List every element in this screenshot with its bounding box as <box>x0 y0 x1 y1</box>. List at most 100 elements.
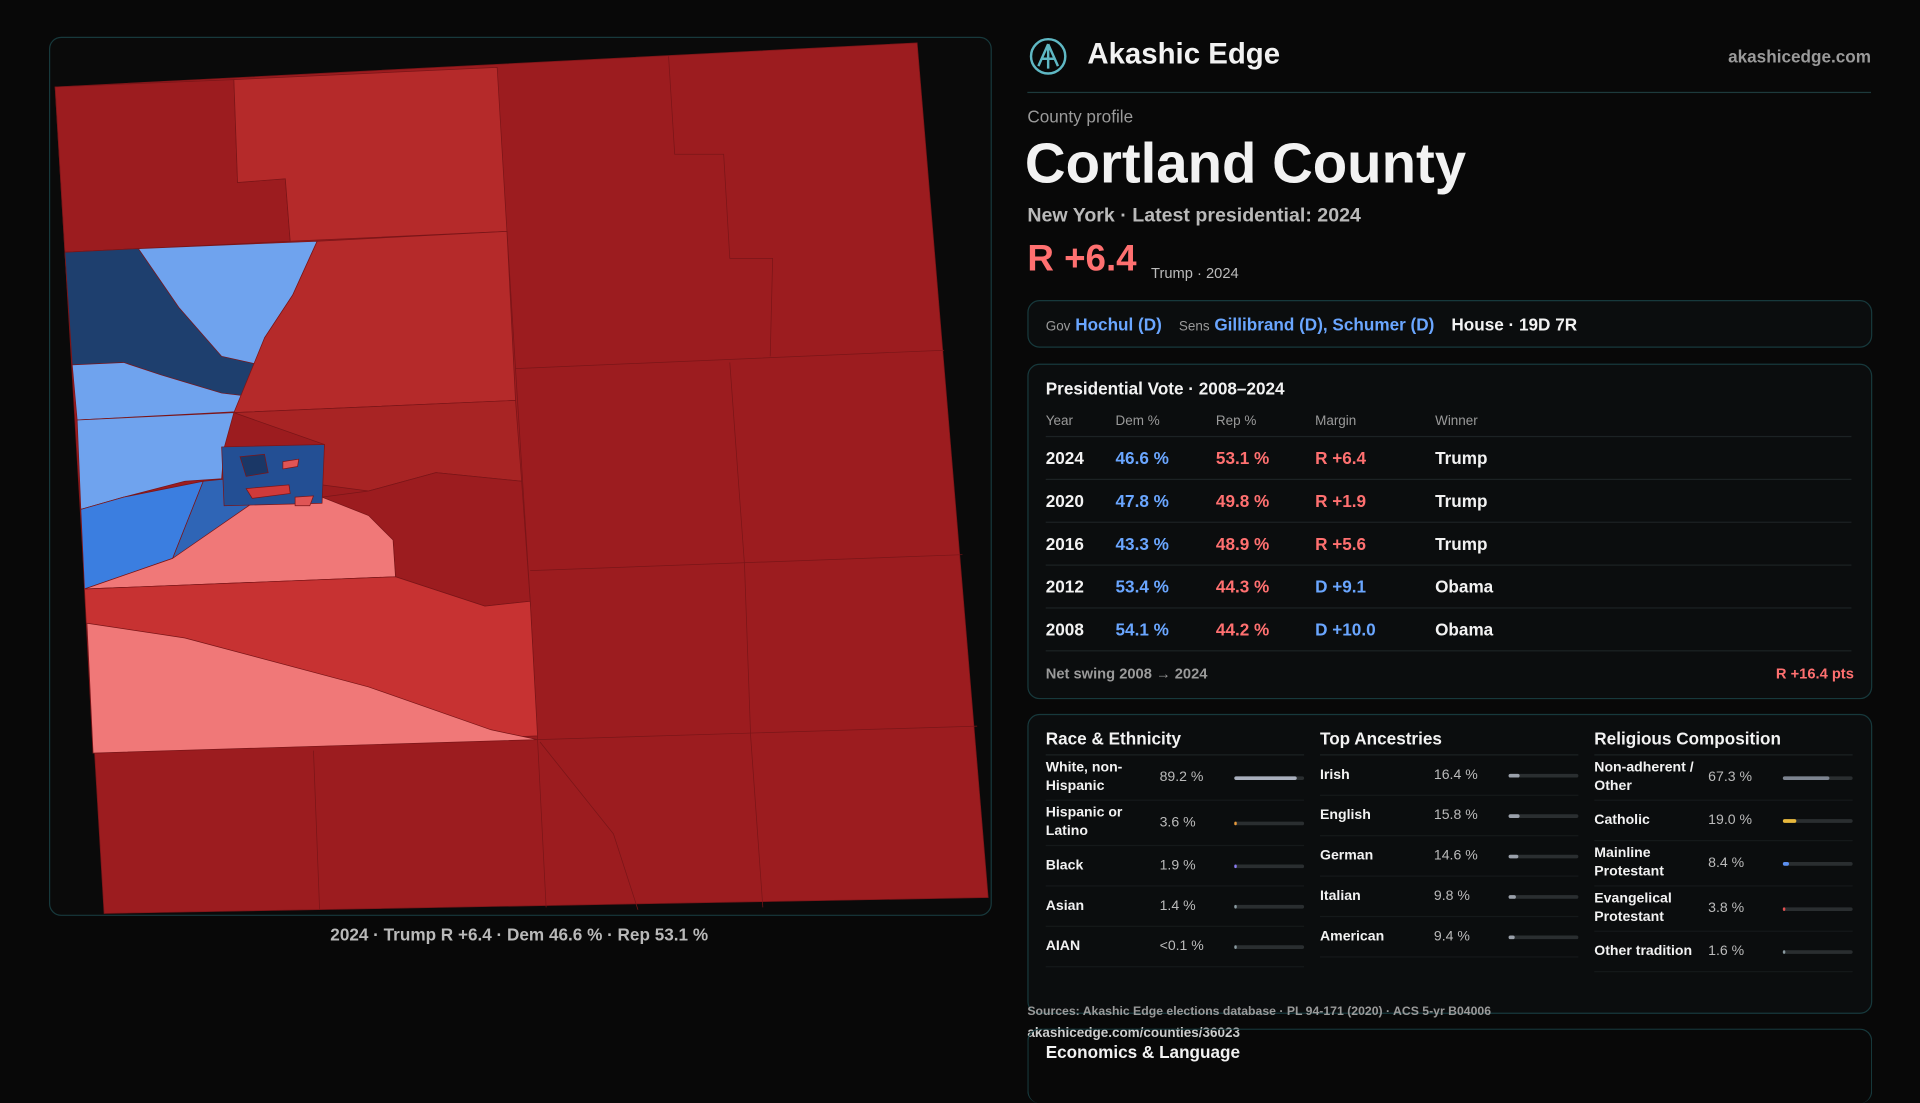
row-value: 1.9 % <box>1159 858 1196 874</box>
map-caption: 2024 · Trump R +6.4 · Dem 46.6 % · Rep 5… <box>330 924 709 945</box>
column-header: Dem % <box>1115 413 1160 429</box>
brand: Akashic Edge <box>1087 37 1281 72</box>
row-value: 9.4 % <box>1433 929 1470 945</box>
row-value: 1.6 % <box>1708 944 1745 959</box>
demographic-row: German 14.6 % <box>1320 836 1579 877</box>
demographic-column: Religious Composition Non-adherent / Othe… <box>1594 725 1853 973</box>
row-name: White, non-Hispanic <box>1045 760 1123 794</box>
demographic-row: Catholic 19.0 % <box>1594 801 1853 842</box>
demographic-column: Race & Ethnicity White, non-Hispanic 89.2 … <box>1045 725 1305 968</box>
bar <box>1782 949 1786 954</box>
site-link[interactable]: akashicedge.com <box>1728 46 1872 67</box>
bar-track <box>1782 949 1853 954</box>
row-name: English <box>1320 807 1371 823</box>
screen: 2024 · Trump R +6.4 · Dem 46.6 % · Rep 5… <box>48 36 1873 1103</box>
column-header: Year <box>1045 413 1073 429</box>
bar <box>1234 904 1237 908</box>
subtitle: New York · Latest presidential: 2024 <box>1027 205 1361 227</box>
table-cell: 53.1 % <box>1215 448 1270 468</box>
column-header: Margin <box>1315 413 1357 429</box>
table-row: 2024 46.6 % 53.1 % R +6.4 Trump <box>1045 437 1852 481</box>
demographic-row: White, non-Hispanic 89.2 % <box>1045 756 1305 801</box>
demographics-card <box>1027 713 1873 1014</box>
presidential-card: Presidential Vote · 2008–2024 Net swing … <box>1027 363 1873 700</box>
officials: Gov Hochul (D) Sens Gillibrand (D), Schu… <box>1027 300 1873 348</box>
boundary <box>530 554 963 571</box>
bar-track <box>1782 775 1853 780</box>
row-name: Irish <box>1320 767 1350 782</box>
demographic-row: AIAN <0.1 % <box>1045 927 1305 968</box>
county-name: Cortland County <box>1024 131 1467 195</box>
table-cell: R +1.9 <box>1315 491 1367 511</box>
gov-label: Gov <box>1045 319 1071 335</box>
demographic-row: Mainline Protestant 8.4 % <box>1594 841 1853 887</box>
demographic-row: Italian 9.8 % <box>1320 877 1579 918</box>
row-name: AIAN <box>1045 938 1081 954</box>
governor[interactable]: Hochul (D) <box>1075 314 1162 335</box>
boundary <box>537 725 978 740</box>
row-name: Hispanic or Latino <box>1045 805 1123 839</box>
city-ward <box>294 495 315 507</box>
row-value: 3.8 % <box>1708 901 1745 916</box>
row-value: 89.2 % <box>1159 770 1204 785</box>
table-cell: 49.8 % <box>1215 491 1270 511</box>
column-header: Rep % <box>1215 413 1257 429</box>
column-title: Race & Ethnicity <box>1045 725 1305 756</box>
demographic-row: Non-adherent / Other 67.3 % <box>1594 756 1853 801</box>
row-value: 1.4 % <box>1159 898 1196 914</box>
margin-note: Trump · 2024 <box>1151 264 1239 282</box>
table-cell: Trump <box>1435 533 1488 554</box>
bar <box>1508 773 1521 777</box>
table-cell: 2024 <box>1045 448 1084 468</box>
kicker: County profile <box>1027 106 1134 127</box>
row-name: Black <box>1045 857 1084 873</box>
demographic-row: Other tradition 1.6 % <box>1594 932 1853 973</box>
table-cell: 47.8 % <box>1115 491 1169 511</box>
bar <box>1782 775 1830 780</box>
row-value: 3.6 % <box>1159 815 1196 831</box>
table-cell: Obama <box>1435 576 1494 597</box>
demographic-row: Asian 1.4 % <box>1045 887 1305 927</box>
senators[interactable]: Gillibrand (D), Schumer (D) <box>1214 314 1435 335</box>
bar-track <box>1508 773 1579 777</box>
demographic-row: Black 1.9 % <box>1045 846 1305 887</box>
boundary <box>668 56 774 357</box>
card-title: Economics & Language <box>1045 1042 1241 1062</box>
table-cell: 43.3 % <box>1115 533 1169 554</box>
row-value: <0.1 % <box>1159 939 1204 954</box>
district <box>86 622 538 754</box>
table-cell: D +9.1 <box>1315 576 1367 597</box>
row-name: Mainline Protestant <box>1594 846 1664 880</box>
bar-track <box>1234 904 1305 908</box>
bar-track <box>1234 775 1305 780</box>
bar-track <box>1234 863 1305 868</box>
demographic-row: Evangelical Protestant 3.8 % <box>1594 887 1853 932</box>
table-cell: 2020 <box>1045 491 1084 511</box>
bar-track <box>1782 861 1853 866</box>
demographic-column: Top Ancestries Irish 16.4 % English 15.8 % Ge… <box>1320 725 1579 958</box>
swing-value: R +16.4 pts <box>1775 664 1854 683</box>
sens-label: Sens <box>1178 319 1210 335</box>
row-name: Non-adherent / Other <box>1594 760 1694 794</box>
demographic-row: English 15.8 % <box>1320 796 1579 837</box>
bar-track <box>1508 934 1579 939</box>
column-title: Top Ancestries <box>1320 725 1579 756</box>
bar-track <box>1234 821 1305 825</box>
row-value: 8.4 % <box>1708 855 1745 871</box>
table-cell: R +6.4 <box>1315 448 1367 468</box>
bar-track <box>1508 894 1579 899</box>
logo <box>1029 37 1067 75</box>
row-name: Evangelical Protestant <box>1594 891 1672 925</box>
bar-track <box>1782 906 1853 911</box>
bar <box>1508 813 1520 818</box>
table-cell: Obama <box>1435 619 1494 640</box>
table-row: 2016 43.3 % 48.9 % R +5.6 Trump <box>1045 523 1852 566</box>
bar <box>1508 934 1516 939</box>
row-value: 19.0 % <box>1708 813 1753 828</box>
table-row: 2012 53.4 % 44.3 % D +9.1 Obama <box>1045 566 1852 609</box>
table-cell: 44.2 % <box>1215 619 1270 640</box>
bar <box>1234 821 1237 825</box>
bar-track <box>1234 944 1305 949</box>
bar <box>1234 863 1237 868</box>
economics-card: Economics & Language <box>1027 1028 1873 1103</box>
